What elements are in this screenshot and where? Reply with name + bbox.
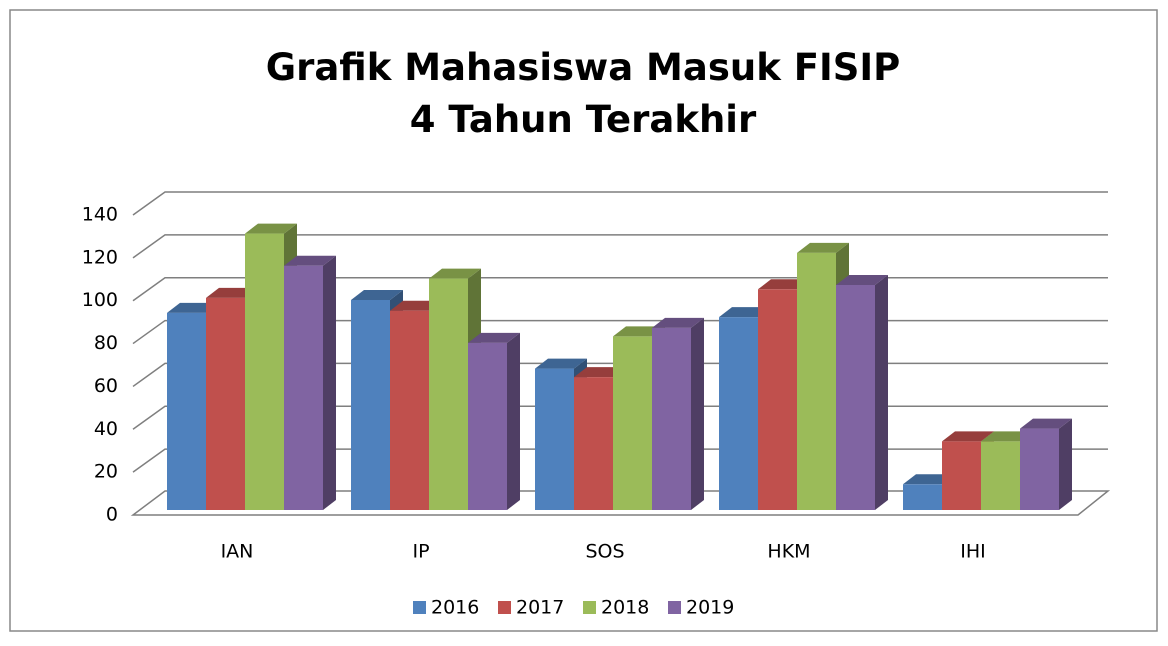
- chart-title: 4 Tahun Terakhir: [410, 98, 757, 141]
- bar-front: [758, 289, 797, 510]
- y-tick-label: 80: [94, 332, 118, 354]
- bar-front: [167, 312, 206, 510]
- bar-front: [535, 368, 574, 510]
- bar-top: [1020, 418, 1072, 429]
- bar-top: [468, 332, 520, 343]
- grid-line: [132, 234, 1108, 259]
- bar-top: [351, 290, 403, 300]
- chart-title: Grafik Mahasiswa Masuk FISIP: [266, 46, 901, 89]
- bar-front: [1020, 428, 1059, 510]
- bar-front: [719, 317, 758, 510]
- bar-top: [535, 358, 587, 369]
- y-tick-label: 0: [106, 504, 118, 526]
- legend-label: 2017: [516, 597, 564, 619]
- x-tick-label: IAN: [221, 541, 254, 563]
- legend-swatch: [413, 601, 426, 614]
- x-tick-label: SOS: [585, 541, 624, 563]
- x-tick-label: HKM: [767, 541, 810, 563]
- bar-front: [245, 233, 284, 511]
- bar-front: [284, 265, 323, 510]
- bar-front: [206, 297, 245, 510]
- x-tick-label: IHI: [960, 541, 986, 563]
- bar: [1020, 418, 1072, 510]
- bar-top: [284, 255, 336, 266]
- bar: [284, 255, 336, 510]
- bar: [652, 317, 704, 510]
- bar-front: [574, 377, 613, 510]
- legend-label: 2019: [686, 597, 734, 619]
- bar-top: [652, 317, 704, 328]
- bar-front: [613, 336, 652, 510]
- bar-front: [351, 300, 390, 510]
- grid-line: [132, 276, 1108, 302]
- bar-top: [797, 242, 849, 253]
- y-tick-label: 120: [82, 246, 118, 268]
- y-tick-label: 20: [94, 461, 118, 483]
- bar-side: [323, 255, 336, 510]
- bar-top: [245, 223, 297, 234]
- bar-top: [836, 275, 888, 285]
- bar-side: [875, 275, 888, 510]
- bar-front: [429, 278, 468, 510]
- bar-front: [903, 484, 942, 510]
- bar-front: [981, 441, 1020, 510]
- bar-front: [797, 252, 836, 510]
- x-tick-label: IP: [412, 541, 429, 563]
- bar-top: [429, 268, 481, 279]
- bar-front: [836, 285, 875, 510]
- bar-front: [652, 327, 691, 510]
- bar: [836, 275, 888, 510]
- legend-label: 2016: [431, 597, 479, 619]
- bar-front: [390, 310, 429, 510]
- y-tick-label: 140: [82, 204, 118, 226]
- grid-line: [132, 191, 1108, 216]
- bar-side: [507, 332, 520, 510]
- bar-side: [1059, 418, 1072, 510]
- bar: [468, 332, 520, 510]
- y-tick-label: 40: [94, 418, 118, 440]
- bar-side: [691, 317, 704, 510]
- y-tick-label: 60: [94, 375, 118, 397]
- legend-label: 2018: [601, 597, 649, 619]
- y-tick-label: 100: [82, 289, 118, 311]
- legend-swatch: [583, 601, 596, 614]
- bar-top: [942, 431, 994, 442]
- legend-swatch: [668, 601, 681, 614]
- bar-front: [942, 441, 981, 510]
- bar-front: [468, 342, 507, 510]
- legend-swatch: [498, 601, 511, 614]
